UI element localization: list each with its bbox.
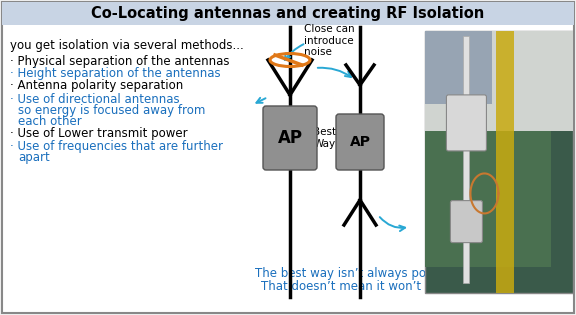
FancyBboxPatch shape <box>450 201 483 243</box>
Text: AP: AP <box>350 135 370 149</box>
Bar <box>425 31 573 130</box>
FancyBboxPatch shape <box>336 114 384 170</box>
Text: · Height separation of the antennas: · Height separation of the antennas <box>10 67 221 80</box>
Text: · Antenna polarity separation: · Antenna polarity separation <box>10 79 183 92</box>
Text: That doesn’t mean it won’t work: That doesn’t mean it won’t work <box>262 279 454 293</box>
Bar <box>464 36 469 283</box>
FancyBboxPatch shape <box>446 95 487 151</box>
Bar <box>425 123 551 267</box>
Text: so energy is focused away from: so energy is focused away from <box>18 104 206 117</box>
Bar <box>425 31 573 293</box>
Text: AP: AP <box>278 129 302 147</box>
Text: each other: each other <box>18 115 82 128</box>
Bar <box>496 31 514 293</box>
Bar <box>425 31 506 175</box>
Text: Close can
introduce
noise: Close can introduce noise <box>304 24 355 57</box>
Bar <box>2 2 574 25</box>
Text: Best
Way: Best Way <box>313 127 336 149</box>
FancyBboxPatch shape <box>263 106 317 170</box>
Text: · Physical separation of the antennas: · Physical separation of the antennas <box>10 55 229 68</box>
Text: you get isolation via several methods...: you get isolation via several methods... <box>10 39 244 52</box>
Text: Co-Locating antennas and creating RF Isolation: Co-Locating antennas and creating RF Iso… <box>92 6 484 21</box>
Text: · Use of Lower transmit power: · Use of Lower transmit power <box>10 127 188 140</box>
Text: · Use of directional antennas: · Use of directional antennas <box>10 93 180 106</box>
Text: apart: apart <box>18 151 50 164</box>
Bar <box>425 31 491 104</box>
Text: · Use of frequencies that are further: · Use of frequencies that are further <box>10 140 223 153</box>
Text: The best way isn’t always possible: The best way isn’t always possible <box>255 266 460 279</box>
